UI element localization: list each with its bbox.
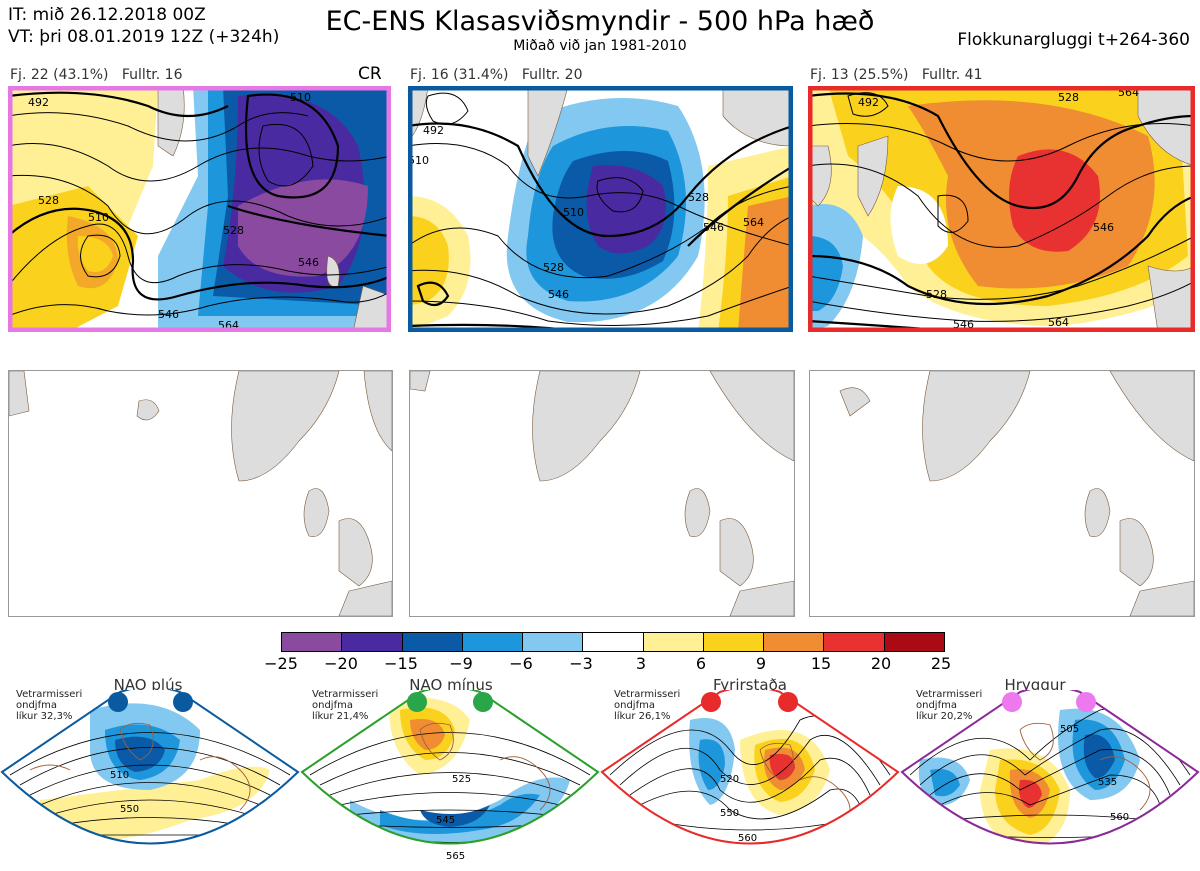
- colorbar-ticks: −25 −20 −15 −9 −6 −3 3 6 9 15 20 25: [260, 654, 964, 673]
- regime-3-map: 520 550 560: [600, 690, 900, 871]
- regime-2-map: 525 545 565: [300, 690, 600, 871]
- regime-4-map: 505 535 560: [900, 690, 1200, 871]
- colorbar-tick: −15: [384, 654, 418, 673]
- contour-label: 550: [720, 808, 739, 819]
- contour-label: 510: [563, 206, 584, 219]
- colorbar-tick: 6: [695, 654, 707, 673]
- cluster-2-label: Fj. 16 (31.4%) Fulltr. 20: [410, 67, 583, 83]
- page-title: EC-ENS Klasasviðsmyndir - 500 hPa hæð: [325, 6, 875, 37]
- page-subtitle: Miðað við jan 1981-2010: [513, 38, 687, 54]
- contour-label: 505: [1060, 724, 1079, 735]
- colorbar-tick: −20: [324, 654, 358, 673]
- contour-label: 510: [110, 770, 129, 781]
- cluster-1-label: Fj. 22 (43.1%) Fulltr. 16: [10, 67, 183, 83]
- colorbar-tick: 25: [930, 654, 952, 673]
- contour-label: 564: [1048, 316, 1069, 329]
- contour-label: 546: [1093, 221, 1114, 234]
- cluster-1-map: 492 510 528 546 564 528 510 546: [8, 86, 391, 332]
- contour-label: 528: [223, 224, 244, 237]
- contour-label: 564: [743, 216, 764, 229]
- contour-label: 492: [28, 96, 49, 109]
- cluster-3-map: 492 528 546 564 528 546 564: [808, 86, 1195, 332]
- colorbar-swatch: [583, 633, 644, 651]
- contour-label: 492: [423, 124, 444, 137]
- contour-label: 528: [1058, 91, 1079, 104]
- colorbar-swatch: [282, 633, 343, 651]
- contour-label: 560: [738, 833, 757, 844]
- colorbar-tick: −25: [264, 654, 298, 673]
- colorbar-swatch: [523, 633, 584, 651]
- contour-label: 510: [408, 154, 429, 167]
- colorbar-swatch: [703, 633, 765, 651]
- regime-4-note: Vetrarmisseri ondjfma líkur 20,2%: [916, 689, 983, 722]
- contour-label: 520: [720, 774, 739, 785]
- contour-label: 528: [926, 288, 947, 301]
- colorbar-swatch: [884, 633, 944, 651]
- colorbar: [281, 632, 945, 652]
- regime-2-note: Vetrarmisseri ondjfma líkur 21,4%: [312, 689, 379, 722]
- colorbar-tick: −9: [449, 654, 473, 673]
- colorbar-tick: 9: [755, 654, 767, 673]
- contour-label: 525: [452, 774, 471, 785]
- contour-label: 560: [1110, 812, 1129, 823]
- colorbar-tick: 3: [635, 654, 647, 673]
- colorbar-tick: −6: [509, 654, 533, 673]
- colorbar-tick: −3: [569, 654, 593, 673]
- contour-label: 492: [858, 96, 879, 109]
- cluster-1-cr-tag: CR: [358, 64, 382, 84]
- colorbar-swatch: [462, 633, 524, 651]
- empty-map-3: [809, 370, 1195, 617]
- cluster-2-map: 492 510 528 546 564 510 528 546: [408, 86, 793, 332]
- contour-label: 510: [290, 91, 311, 104]
- contour-label: 528: [543, 261, 564, 274]
- contour-label: 510: [88, 211, 109, 224]
- colorbar-swatch: [764, 633, 825, 651]
- regime-1-note: Vetrarmisseri ondjfma líkur 32,3%: [16, 689, 83, 722]
- classification-window: Flokkunargluggi t+264-360: [957, 30, 1190, 50]
- colorbar-swatch: [342, 633, 403, 651]
- colorbar-tick: 15: [810, 654, 832, 673]
- valid-time: VT: þri 08.01.2019 12Z (+324h): [8, 27, 280, 47]
- contour-label: 528: [38, 194, 59, 207]
- colorbar-tick: 20: [870, 654, 892, 673]
- contour-label: 550: [120, 804, 139, 815]
- contour-label: 535: [1098, 777, 1117, 788]
- contour-label: 546: [703, 221, 724, 234]
- contour-label: 546: [298, 256, 319, 269]
- contour-label: 545: [436, 815, 455, 826]
- colorbar-swatch: [824, 633, 885, 651]
- regime-4-title: Hryggur: [1004, 676, 1066, 694]
- colorbar-swatch: [402, 633, 463, 651]
- header-info: IT: mið 26.12.2018 00Z VT: þri 08.01.201…: [8, 4, 279, 48]
- contour-label: 546: [158, 308, 179, 321]
- regime-3-note: Vetrarmisseri ondjfma líkur 26,1%: [614, 689, 681, 722]
- cluster-3-label: Fj. 13 (25.5%) Fulltr. 41: [810, 67, 983, 83]
- empty-map-1: [8, 370, 393, 617]
- contour-label: 546: [548, 288, 569, 301]
- initial-time: IT: mið 26.12.2018 00Z: [8, 5, 206, 25]
- contour-label: 565: [446, 851, 465, 862]
- colorbar-swatch: [643, 633, 704, 651]
- contour-label: 528: [688, 191, 709, 204]
- empty-map-2: [409, 370, 795, 617]
- regime-1-map: 510 550: [0, 690, 300, 871]
